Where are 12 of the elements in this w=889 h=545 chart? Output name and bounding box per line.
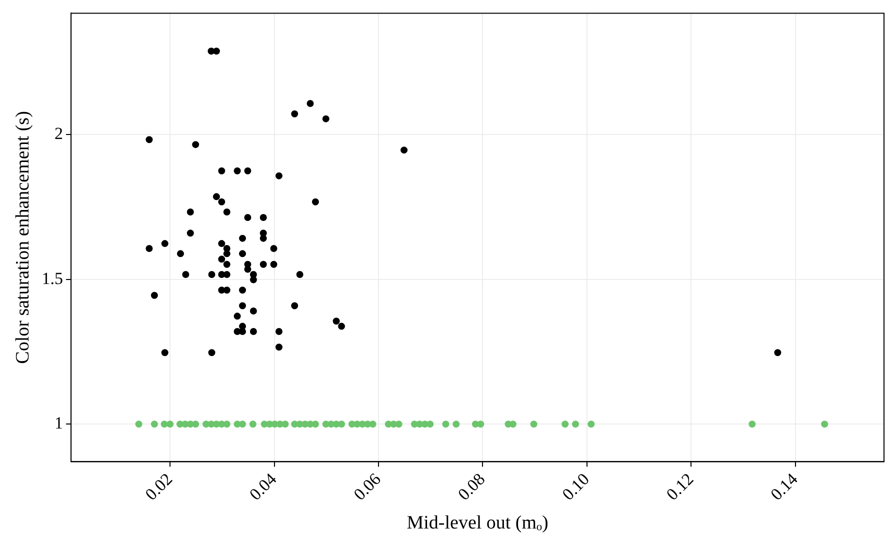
x-axis-title: Mid-level out (mₒ) bbox=[406, 512, 548, 534]
x-tick-label: 0.12 bbox=[662, 470, 698, 504]
y-tick-label: 2 bbox=[54, 124, 64, 144]
y-tick-label: 1 bbox=[54, 414, 64, 433]
y-tick-label: 1.5 bbox=[42, 268, 64, 288]
x-tick-label: 0.06 bbox=[350, 470, 384, 504]
x-tick-label: 0.14 bbox=[766, 469, 802, 504]
x-tick-label: 0.02 bbox=[142, 470, 176, 504]
x-tick-label: 0.10 bbox=[558, 470, 593, 504]
x-tick-label: 0.08 bbox=[454, 470, 489, 504]
y-axis-title: Color saturation enhancement (s) bbox=[12, 111, 34, 364]
x-tick-label: 0.04 bbox=[246, 469, 281, 504]
